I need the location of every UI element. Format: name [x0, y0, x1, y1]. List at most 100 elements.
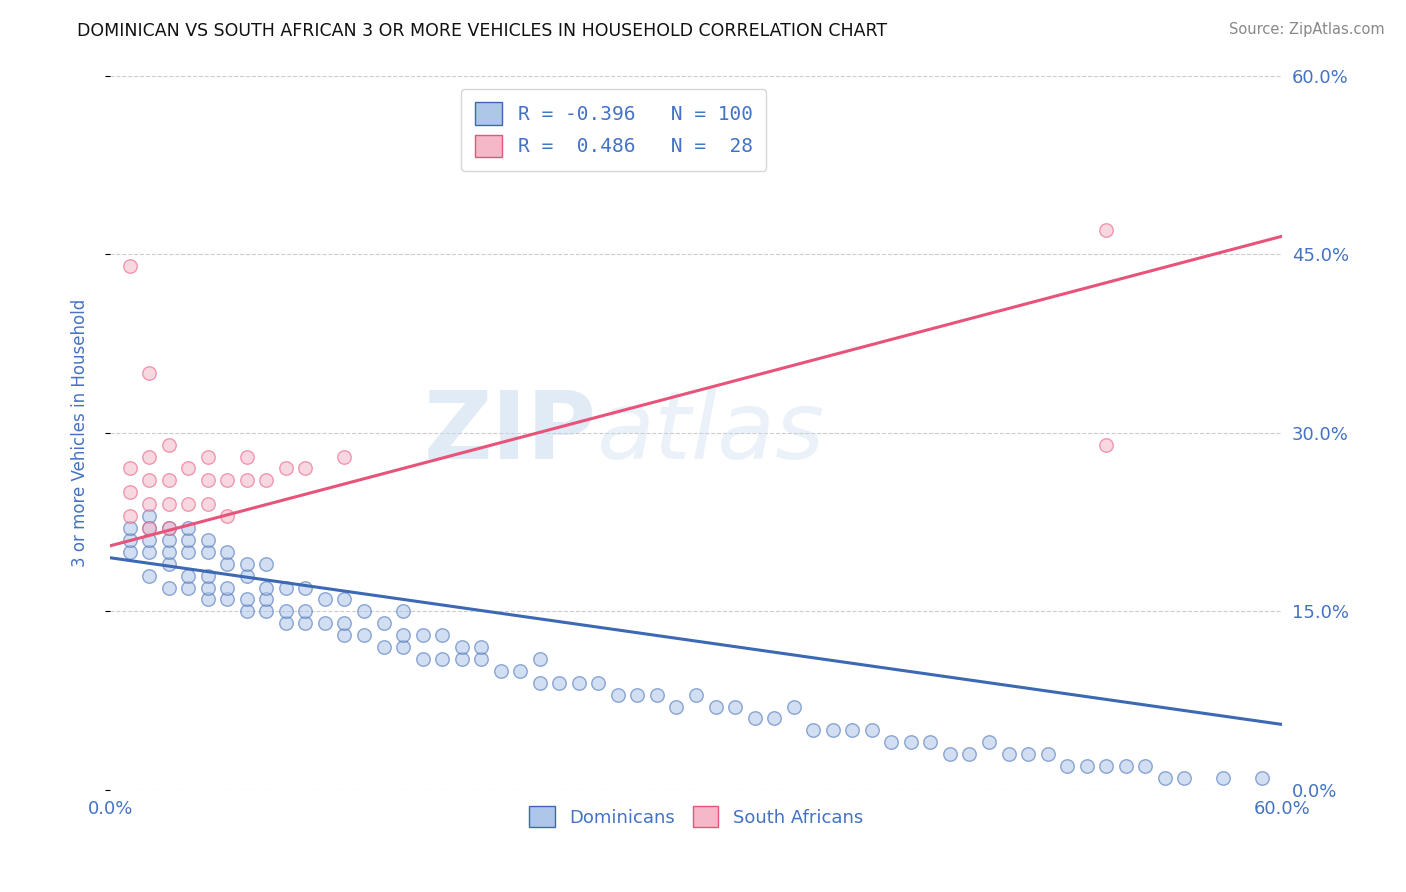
Point [217, 581, 239, 595]
Point [197, 568, 219, 582]
Point [217, 592, 239, 607]
Point [197, 450, 219, 464]
Point [197, 497, 219, 511]
Text: ZIP: ZIP [423, 387, 596, 479]
Point [333, 628, 356, 642]
Point [138, 450, 160, 464]
Point [118, 461, 141, 475]
Point [177, 521, 200, 535]
Point [138, 366, 160, 380]
Point [254, 592, 277, 607]
Point [157, 581, 180, 595]
Point [1095, 759, 1118, 773]
Point [236, 568, 259, 582]
Point [197, 545, 219, 559]
Point [294, 616, 316, 631]
Point [821, 723, 844, 738]
Point [333, 450, 356, 464]
Point [392, 628, 415, 642]
Point [138, 497, 160, 511]
Point [254, 604, 277, 618]
Point [1076, 759, 1098, 773]
Point [412, 652, 434, 666]
Point [1251, 771, 1274, 785]
Point [177, 568, 200, 582]
Point [157, 521, 180, 535]
Point [118, 485, 141, 500]
Point [450, 652, 472, 666]
Point [1095, 223, 1118, 237]
Point [157, 557, 180, 571]
Point [392, 604, 415, 618]
Point [274, 604, 297, 618]
Point [685, 688, 707, 702]
Point [314, 592, 336, 607]
Point [294, 604, 316, 618]
Point [157, 533, 180, 547]
Y-axis label: 3 or more Vehicles in Household: 3 or more Vehicles in Household [72, 299, 89, 566]
Point [801, 723, 824, 738]
Text: atlas: atlas [596, 387, 825, 478]
Point [1153, 771, 1175, 785]
Point [939, 747, 962, 762]
Point [138, 474, 160, 488]
Point [217, 509, 239, 524]
Point [430, 628, 453, 642]
Point [274, 616, 297, 631]
Point [489, 664, 512, 678]
Point [841, 723, 863, 738]
Text: DOMINICAN VS SOUTH AFRICAN 3 OR MORE VEHICLES IN HOUSEHOLD CORRELATION CHART: DOMINICAN VS SOUTH AFRICAN 3 OR MORE VEH… [77, 22, 887, 40]
Point [920, 735, 942, 749]
Point [744, 711, 766, 725]
Point [118, 545, 141, 559]
Point [704, 699, 727, 714]
Point [236, 604, 259, 618]
Point [900, 735, 922, 749]
Point [509, 664, 531, 678]
Point [1212, 771, 1234, 785]
Point [197, 533, 219, 547]
Point [157, 545, 180, 559]
Point [977, 735, 1000, 749]
Point [548, 675, 571, 690]
Point [450, 640, 472, 654]
Point [959, 747, 981, 762]
Point [254, 557, 277, 571]
Point [118, 521, 141, 535]
Point [782, 699, 804, 714]
Point [997, 747, 1019, 762]
Point [470, 640, 492, 654]
Point [236, 450, 259, 464]
Point [118, 533, 141, 547]
Point [606, 688, 628, 702]
Point [529, 652, 551, 666]
Point [880, 735, 903, 749]
Point [138, 521, 160, 535]
Point [157, 437, 180, 451]
Point [157, 474, 180, 488]
Legend: Dominicans, South Africans: Dominicans, South Africans [522, 799, 870, 835]
Point [138, 568, 160, 582]
Point [157, 521, 180, 535]
Point [177, 581, 200, 595]
Point [412, 628, 434, 642]
Point [274, 461, 297, 475]
Point [217, 474, 239, 488]
Point [197, 581, 219, 595]
Point [294, 461, 316, 475]
Point [314, 616, 336, 631]
Point [138, 509, 160, 524]
Point [353, 604, 375, 618]
Point [1135, 759, 1157, 773]
Point [1115, 759, 1137, 773]
Point [568, 675, 591, 690]
Point [118, 259, 141, 273]
Point [254, 474, 277, 488]
Point [294, 581, 316, 595]
Point [138, 533, 160, 547]
Point [177, 497, 200, 511]
Point [1017, 747, 1039, 762]
Point [665, 699, 688, 714]
Point [430, 652, 453, 666]
Point [157, 497, 180, 511]
